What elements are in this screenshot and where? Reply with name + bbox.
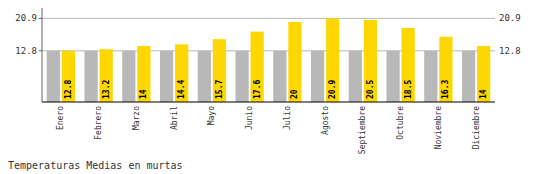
data-label: 16.3 [441, 80, 450, 99]
y-tick-label: 20.9 [499, 13, 521, 23]
bar [47, 51, 60, 102]
data-label: 18.5 [404, 80, 413, 99]
x-tick-label: Agosto [321, 106, 330, 135]
bar [424, 51, 437, 102]
x-tick-label: Junio [245, 106, 254, 130]
bar [137, 46, 150, 102]
bar [349, 51, 362, 102]
y-tick-label: 12.8 [499, 46, 521, 56]
x-tick-label: Abril [170, 106, 179, 130]
x-tick-label: Mayo [207, 106, 216, 125]
bar [160, 51, 173, 102]
bar [386, 51, 399, 102]
bar [175, 44, 188, 102]
grid-line [42, 18, 495, 19]
data-label: 12.8 [64, 80, 73, 99]
y-tick-label: 12.8 [15, 46, 37, 56]
y-axis-line [42, 8, 43, 102]
bar [439, 37, 452, 102]
x-tick-label: Julio [283, 106, 292, 130]
bar [122, 51, 135, 102]
chart: 12.8 12.8 20.9 20.9 12.8 13.2 14 14.4 15.7 17.6 20… [0, 0, 537, 174]
bar [477, 46, 490, 102]
bar [84, 51, 97, 102]
bars [47, 18, 491, 102]
data-label: 20.9 [328, 80, 337, 99]
data-label: 14 [139, 89, 148, 99]
data-label: 14 [479, 89, 488, 99]
bar [364, 20, 377, 102]
bar [100, 49, 113, 102]
x-axis-line [42, 101, 495, 102]
bar [402, 28, 415, 102]
data-label: 13.2 [102, 80, 111, 99]
x-tick-label: Marzo [132, 106, 141, 130]
bar [235, 51, 248, 102]
x-tick-label: Octubre [396, 106, 405, 140]
bar [251, 32, 264, 102]
bar [288, 22, 301, 102]
data-label: 14.4 [177, 80, 186, 99]
data-label: 15.7 [215, 80, 224, 99]
x-tick-label: Noviembre [434, 106, 443, 150]
bar [62, 51, 75, 102]
x-tick-label: Diciembre [472, 106, 481, 150]
data-label: 20.5 [366, 80, 375, 99]
x-tick-label: Febrero [94, 106, 103, 140]
bar [198, 51, 211, 102]
title: Temperaturas Medias en murtas [8, 160, 183, 171]
bar [213, 39, 226, 102]
bar [311, 51, 324, 102]
data-label: 17.6 [253, 80, 262, 99]
x-tick-label: Septiembre [358, 106, 367, 154]
bar [462, 51, 475, 102]
bar [273, 51, 286, 102]
x-tick-label: Enero [56, 106, 65, 130]
y-tick-label: 20.9 [15, 13, 37, 23]
data-label: 20 [290, 89, 299, 99]
bar [326, 18, 339, 102]
